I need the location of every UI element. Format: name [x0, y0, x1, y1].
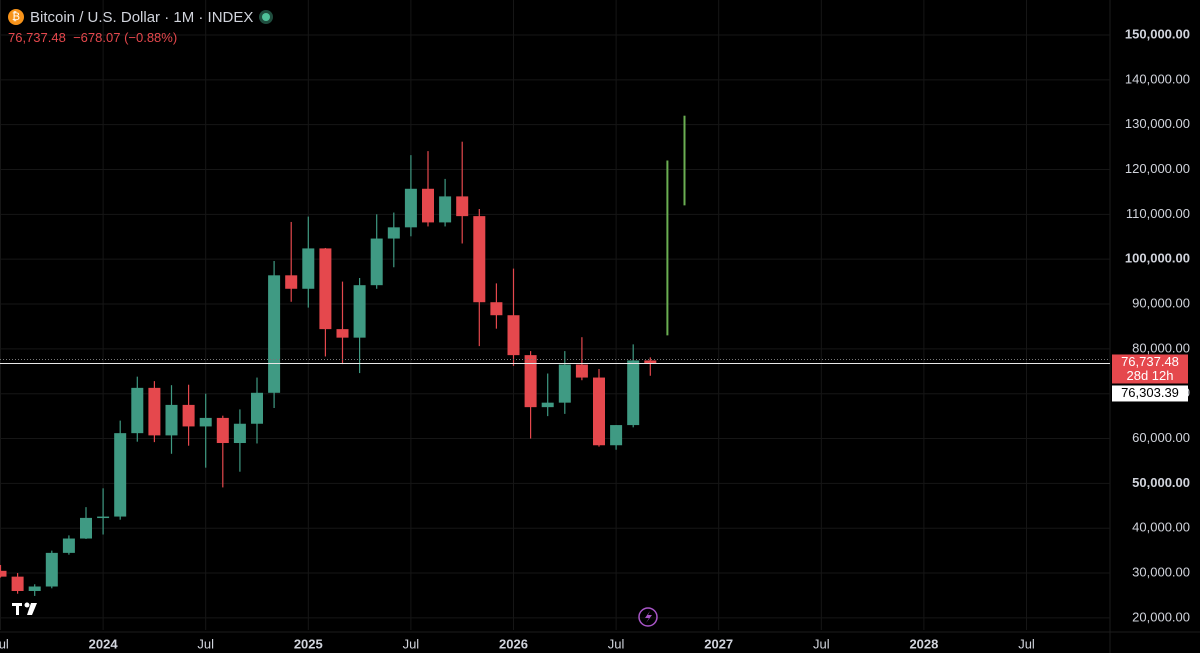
second-price-box	[1112, 385, 1188, 402]
candle-body	[148, 387, 161, 436]
price: 76,737.48	[8, 30, 66, 45]
x-tick-label: 2025	[294, 636, 323, 651]
price-row: 76,737.48 −678.07 (−0.88%)	[8, 30, 273, 45]
candle-body	[319, 248, 332, 330]
candle-body	[507, 315, 520, 356]
x-tick-label: Jul	[1018, 636, 1035, 651]
candle-body	[387, 227, 400, 239]
countdown-label: 28d 12h	[1127, 368, 1174, 383]
candle-body	[404, 188, 417, 228]
candle-body	[575, 364, 588, 378]
change-pct: (−0.88%)	[124, 30, 178, 45]
x-tick-label: 2027	[704, 636, 733, 651]
y-tick-label: 90,000.00	[1132, 295, 1190, 310]
candle-body	[558, 364, 571, 403]
y-tick-label: 150,000.00	[1125, 26, 1190, 41]
candle-body	[199, 417, 212, 427]
symbol-title[interactable]: Bitcoin / U.S. Dollar · 1M · INDEX	[30, 8, 254, 26]
x-tick-label: 2028	[909, 636, 938, 651]
candle-body	[336, 329, 349, 338]
candle-body	[610, 425, 623, 446]
candle-body	[524, 355, 537, 408]
candle-body	[644, 360, 657, 364]
btc-icon: ₿	[8, 9, 24, 25]
candle-body	[473, 216, 486, 303]
candle-body	[422, 188, 434, 223]
y-tick-label: 40,000.00	[1132, 520, 1190, 535]
event-icon[interactable]	[638, 607, 658, 627]
last-price-box	[1112, 354, 1188, 384]
y-tick-label: 100,000.00	[1125, 251, 1190, 266]
candle-body	[216, 417, 229, 444]
candle-body	[233, 423, 246, 444]
y-tick-label: 130,000.00	[1125, 116, 1190, 131]
y-tick-label: 20,000.00	[1132, 609, 1190, 624]
y-tick-label: 30,000.00	[1132, 564, 1190, 579]
candle-body	[541, 402, 554, 408]
candle-body	[131, 387, 144, 434]
candle-body	[627, 360, 640, 426]
y-tick-label: 120,000.00	[1125, 161, 1190, 176]
candle-body	[97, 516, 110, 519]
second-price-label: 76,303.39	[1121, 385, 1179, 400]
x-tick-label: Jul	[403, 636, 420, 651]
x-tick-label: 2024	[89, 636, 119, 651]
candle-body	[11, 576, 24, 591]
candle-body	[268, 275, 281, 393]
y-tick-label: 110,000.00	[1126, 206, 1190, 221]
candle-body	[165, 404, 178, 436]
last-price-label: 76,737.48	[1121, 354, 1179, 369]
x-tick-label: Jul	[813, 636, 830, 651]
x-tick-label: 2026	[499, 636, 528, 651]
x-tick-label: Jul	[197, 636, 214, 651]
y-tick-label: 60,000.00	[1132, 430, 1190, 445]
candle-body	[182, 404, 195, 427]
tv-logo	[12, 602, 37, 615]
x-tick-label: Jul	[608, 636, 625, 651]
candle-body	[285, 275, 298, 289]
candle-body	[45, 552, 58, 587]
status-dot	[259, 10, 274, 24]
candle-body	[0, 570, 7, 577]
candle-body	[28, 586, 41, 591]
candle-body	[353, 285, 366, 338]
candle-body	[114, 433, 127, 517]
y-tick-label: 50,000.00	[1132, 475, 1190, 490]
candle-body	[456, 196, 469, 217]
x-tick-label: Jul	[0, 636, 9, 651]
change: −678.07	[73, 30, 121, 45]
candle-body	[251, 392, 263, 424]
candle-body	[593, 377, 605, 446]
candle-body	[439, 196, 452, 223]
candle-body	[302, 248, 315, 289]
candle-body	[80, 517, 92, 539]
y-tick-label: 80,000.00	[1132, 340, 1190, 355]
candle-body	[490, 302, 503, 316]
header: ₿ Bitcoin / U.S. Dollar · 1M · INDEX 76,…	[8, 6, 274, 45]
candle-body	[62, 538, 75, 553]
y-tick-label: 140,000.00	[1125, 71, 1190, 86]
candle-body	[370, 238, 383, 286]
